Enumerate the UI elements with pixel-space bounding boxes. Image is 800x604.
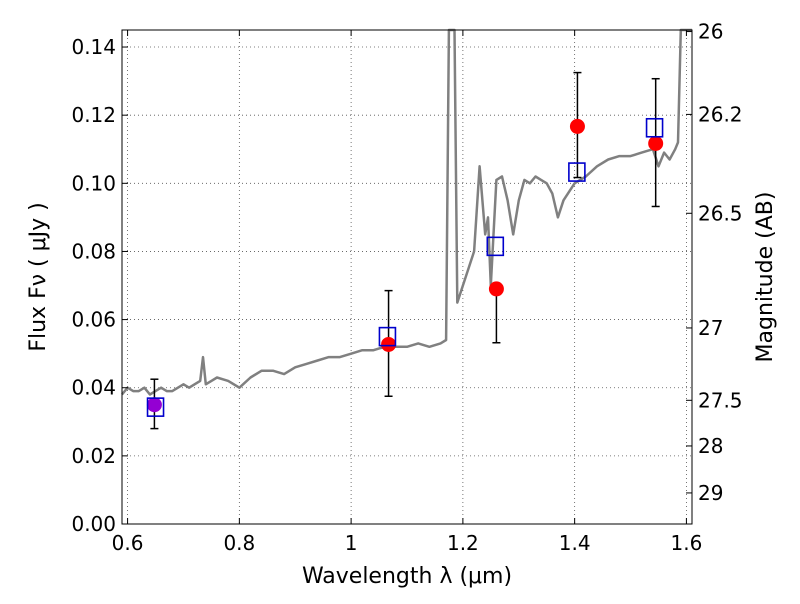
y-tick-label: 0.08	[71, 239, 116, 263]
observed-point	[648, 135, 664, 151]
y-tick-label: 0.04	[71, 376, 116, 400]
y-axis-label: Flux Fν ( μJy )	[26, 202, 51, 351]
right-tick-label: 28	[698, 434, 723, 458]
x-axis-label: Wavelength λ (μm)	[302, 564, 512, 589]
model-spectrum-line	[121, 28, 692, 396]
right-tick-label: 29	[698, 481, 723, 505]
observed-points	[146, 118, 664, 413]
right-tick-label: 26.2	[698, 102, 743, 126]
x-tick-label: 1.6	[671, 531, 703, 555]
observed-point	[146, 397, 162, 413]
observed-point	[488, 281, 504, 297]
y-tick-label: 0.10	[71, 171, 116, 195]
x-tick-label: 0.6	[112, 531, 144, 555]
observed-point	[381, 336, 397, 352]
right-tick-label: 27	[698, 316, 723, 340]
y-tick-label: 0.00	[71, 512, 116, 536]
right-axis-label: Magnitude (AB)	[753, 192, 778, 363]
model-bandpass-box	[568, 162, 586, 182]
right-tick-label: 26	[698, 20, 723, 44]
model-bandpass-points	[146, 117, 664, 417]
y-tick-label: 0.14	[71, 35, 116, 59]
x-tick-label: 1.4	[559, 531, 591, 555]
model-bandpass-box	[146, 397, 165, 417]
x-tick-label: 1.2	[447, 531, 479, 555]
y-tick-label: 0.06	[71, 308, 116, 332]
y-tick-label: 0.12	[71, 103, 116, 127]
model-bandpass-box	[378, 326, 397, 347]
y-tick-label: 0.02	[71, 444, 116, 468]
x-tick-label: 0.8	[223, 531, 255, 555]
observed-point	[569, 118, 585, 134]
right-tick-label: 26.5	[698, 201, 743, 225]
x-tick-label: 1	[345, 531, 358, 555]
model-bandpass-box	[645, 117, 664, 138]
model-bandpass-box	[486, 236, 505, 257]
spectrum-layer	[121, 28, 692, 396]
grid	[122, 30, 692, 525]
axis-ticks: 0.6 0.8 1 1.2 1.4 1.6 0.00 0.02 0.04 0.06 0.08 0.10…	[71, 20, 742, 555]
right-tick-label: 27.5	[698, 388, 743, 412]
plot-frame	[121, 29, 693, 525]
